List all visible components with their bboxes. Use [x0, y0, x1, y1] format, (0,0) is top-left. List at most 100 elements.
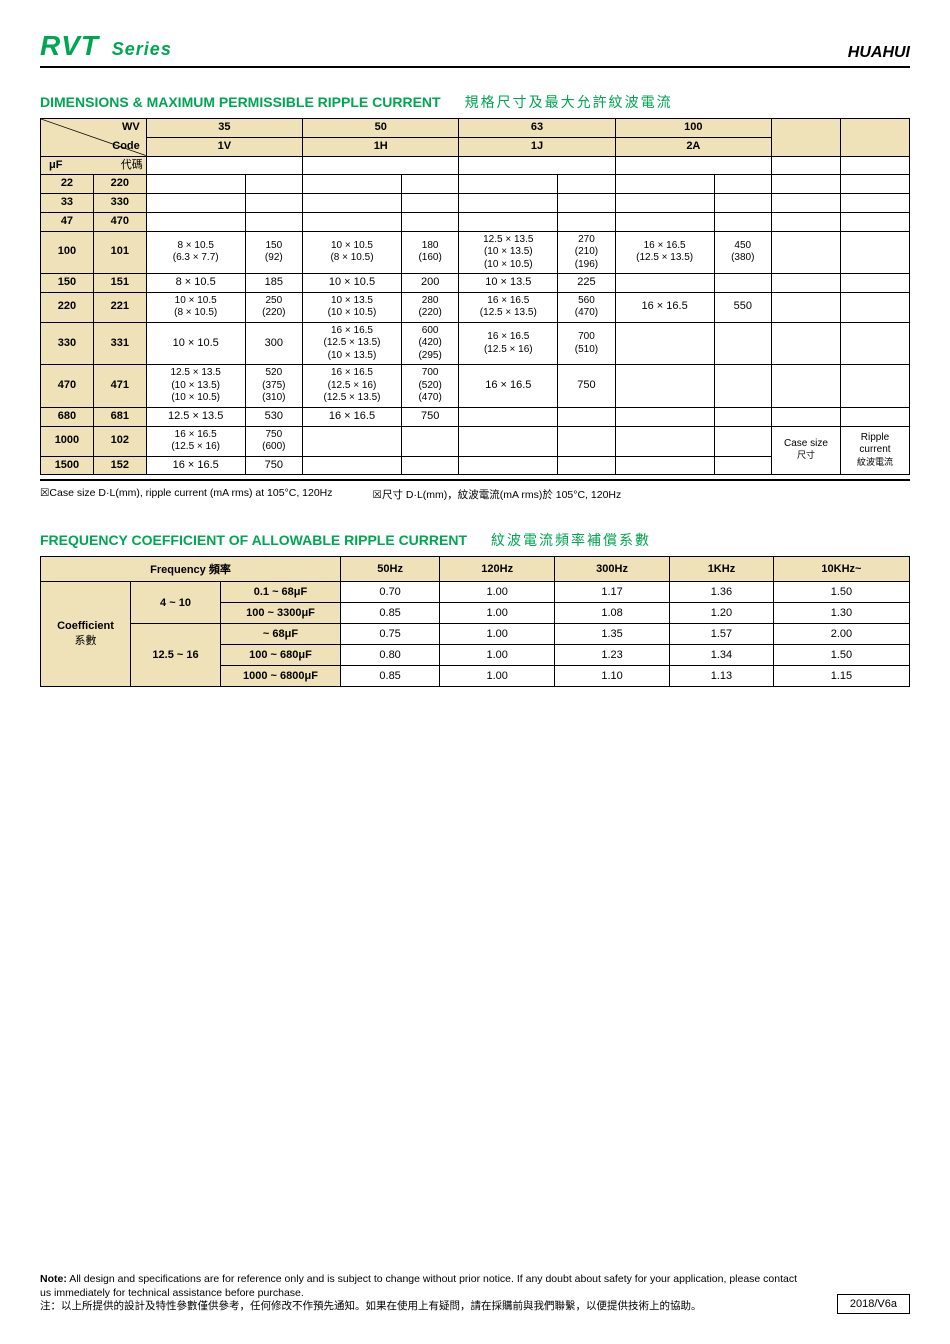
- coef-value: 1.50: [773, 645, 909, 666]
- uf-value: 220: [41, 292, 94, 322]
- blank-cell: [840, 274, 909, 293]
- data-cell: [558, 175, 615, 194]
- blank-cell: [840, 231, 909, 274]
- blank-cell: [840, 322, 909, 365]
- blank-cell: [772, 322, 841, 365]
- data-cell: 150(92): [245, 231, 302, 274]
- blank-cell: [840, 194, 909, 213]
- code-value: 470: [93, 212, 146, 231]
- sub-head: [459, 156, 615, 175]
- capacitance-range: ~ 68μF: [221, 624, 341, 645]
- blank-cell: [840, 407, 909, 426]
- data-cell: [459, 175, 558, 194]
- coef-value: 0.85: [341, 603, 440, 624]
- freq-col-50: 50Hz: [341, 557, 440, 582]
- freq-table-body: Coefficient系數4 ~ 100.1 ~ 68μF0.701.001.1…: [41, 582, 910, 687]
- data-cell: [459, 456, 558, 475]
- uf-label: μF: [49, 159, 62, 173]
- data-cell: [146, 212, 245, 231]
- data-cell: [303, 426, 402, 456]
- data-cell: 520(375)(310): [245, 365, 302, 408]
- freq-col-10k: 10KHz~: [773, 557, 909, 582]
- code-value: 331: [93, 322, 146, 365]
- data-cell: [401, 175, 458, 194]
- blank-cell: [772, 274, 841, 293]
- note-label: Note:: [40, 1273, 67, 1285]
- blank-cell: [772, 292, 841, 322]
- coef-value: 1.10: [555, 666, 670, 687]
- dim-title-en: DIMENSIONS & MAXIMUM PERMISSIBLE RIPPLE …: [40, 94, 441, 110]
- data-cell: [459, 426, 558, 456]
- data-cell: 270(210)(196): [558, 231, 615, 274]
- code-1v: 1V: [146, 137, 302, 156]
- data-cell: 16 × 16.5(12.5 × 16): [459, 322, 558, 365]
- data-cell: [459, 212, 558, 231]
- data-cell: 225: [558, 274, 615, 293]
- dimensions-table: WV Code 35 50 63 100 1V 1H 1J 2A μF 代碼: [40, 118, 910, 475]
- code-value: 151: [93, 274, 146, 293]
- uf-value: 150: [41, 274, 94, 293]
- data-cell: [558, 212, 615, 231]
- blank-head-2: [840, 119, 909, 157]
- freq-section-title: FREQUENCY COEFFICIENT OF ALLOWABLE RIPPL…: [40, 530, 910, 550]
- code-value: 471: [93, 365, 146, 408]
- freq-header-label: Frequency 頻率: [41, 557, 341, 582]
- data-cell: [558, 407, 615, 426]
- coef-value: 2.00: [773, 624, 909, 645]
- code-1h: 1H: [303, 137, 459, 156]
- data-cell: 16 × 16.5(12.5 × 13.5): [459, 292, 558, 322]
- code-value: 152: [93, 456, 146, 475]
- uf-value: 680: [41, 407, 94, 426]
- blank-cell: [840, 365, 909, 408]
- page-header: RVT Series HUAHUI: [40, 30, 910, 68]
- data-cell: [714, 175, 771, 194]
- dim-table-body: 2222033330474701001018 × 10.5(6.3 × 7.7)…: [41, 175, 910, 475]
- coef-value: 1.50: [773, 582, 909, 603]
- coef-value: 1.35: [555, 624, 670, 645]
- data-cell: 750: [245, 456, 302, 475]
- frequency-table: Frequency 頻率 50Hz 120Hz 300Hz 1KHz 10KHz…: [40, 556, 910, 687]
- data-cell: [615, 456, 714, 475]
- footnote-en: ☒Case size D·L(mm), ripple current (mA r…: [40, 487, 333, 502]
- data-cell: 700(520)(470): [401, 365, 458, 408]
- note-text-cn: 注：以上所提供的設計及特性參數僅供參考，任何修改不作預先通知。如果在使用上有疑問…: [40, 1300, 810, 1314]
- data-cell: [401, 212, 458, 231]
- footnote-cn: ☒尺寸 D·L(mm)，紋波電流(mA rms)於 105°C, 120Hz: [373, 487, 622, 502]
- coef-value: 0.75: [341, 624, 440, 645]
- freq-col-120: 120Hz: [440, 557, 555, 582]
- data-cell: [615, 274, 714, 293]
- data-cell: 450(380): [714, 231, 771, 274]
- data-cell: 200: [401, 274, 458, 293]
- coefficient-label: Coefficient系數: [41, 582, 131, 687]
- note-text-en: Note: All design and specifications are …: [40, 1273, 810, 1300]
- data-cell: [558, 456, 615, 475]
- data-cell: 16 × 16.5(12.5 × 13.5): [615, 231, 714, 274]
- data-cell: 10 × 13.5(10 × 10.5): [303, 292, 402, 322]
- blank-cell: [772, 212, 841, 231]
- data-cell: [401, 426, 458, 456]
- sub-head: [615, 156, 771, 175]
- data-cell: 16 × 16.5: [459, 365, 558, 408]
- voltage-range: 12.5 ~ 16: [131, 624, 221, 687]
- uf-header: μF 代碼: [41, 156, 147, 175]
- coef-value: 1.00: [440, 582, 555, 603]
- capacitance-range: 1000 ~ 6800μF: [221, 666, 341, 687]
- dim-title-cn: 規格尺寸及最大允許紋波電流: [465, 92, 673, 112]
- data-cell: [245, 194, 302, 213]
- coef-value: 0.80: [341, 645, 440, 666]
- data-cell: 10 × 10.5(8 × 10.5): [146, 292, 245, 322]
- data-cell: 280(220): [401, 292, 458, 322]
- data-cell: [714, 365, 771, 408]
- blank-cell: [772, 194, 841, 213]
- uf-value: 100: [41, 231, 94, 274]
- freq-cn: 頻率: [209, 564, 231, 576]
- voltage-range: 4 ~ 10: [131, 582, 221, 624]
- blank-cell: [772, 365, 841, 408]
- coef-value: 1.13: [670, 666, 774, 687]
- uf-value: 1500: [41, 456, 94, 475]
- blank-cell: [840, 175, 909, 194]
- data-cell: 12.5 × 13.5(10 × 13.5)(10 × 10.5): [146, 365, 245, 408]
- data-cell: 16 × 16.5: [303, 407, 402, 426]
- freq-col-1k: 1KHz: [670, 557, 774, 582]
- ripple-label-cell: Ripplecurrent紋波電流: [840, 426, 909, 475]
